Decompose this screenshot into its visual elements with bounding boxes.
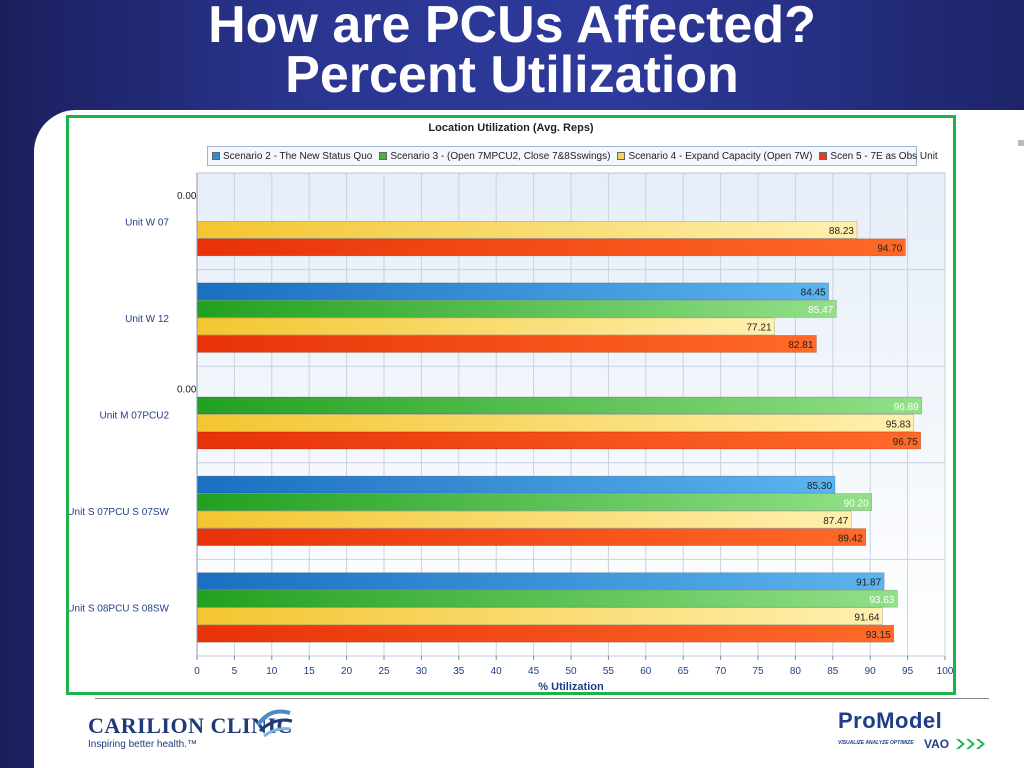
bar-value-label: 82.81 [788, 340, 813, 351]
carilion-logo: CARILION CLINIC Inspiring better health.… [88, 705, 298, 755]
legend-label: Scenario 4 - Expand Capacity (Open 7W) [628, 150, 813, 162]
x-tick-label: 30 [416, 666, 428, 677]
x-tick-label: 45 [528, 666, 540, 677]
x-tick-label: 60 [640, 666, 652, 677]
promodel-tagline: VISUALIZE ANALYZE OPTIMIZE [838, 740, 914, 746]
slide-edge-mark [1018, 140, 1024, 146]
bar-value-label: 94.70 [877, 244, 902, 255]
slide-title: How are PCUs Affected? Percent Utilizati… [0, 0, 1024, 104]
bar-value-label: 0.00 [177, 384, 197, 395]
bar [196, 475, 836, 494]
bar-value-label: 85.47 [808, 305, 833, 316]
legend-swatch [212, 152, 220, 160]
x-tick-label: 90 [865, 666, 877, 677]
legend-item[interactable]: Scenario 3 - (Open 7MPCU2, Close 7&8Sswi… [379, 151, 610, 162]
x-tick-label: 35 [453, 666, 465, 677]
x-tick-label: 40 [491, 666, 503, 677]
bar-value-label: 91.64 [854, 612, 879, 623]
x-tick-label: 70 [715, 666, 727, 677]
x-tick-label: 50 [565, 666, 577, 677]
bar-value-label: 77.21 [746, 323, 771, 334]
category-label: Unit W 07 [125, 217, 169, 228]
x-tick-label: 0 [194, 666, 200, 677]
category-label: Unit W 12 [125, 314, 169, 325]
bar-value-label: 89.42 [838, 533, 863, 544]
bar-value-label: 93.15 [866, 630, 891, 641]
bar [196, 414, 915, 432]
chart-title: Location Utilization (Avg. Reps) [428, 122, 594, 134]
title-line-2: Percent Utilization [285, 46, 739, 104]
x-tick-label: 95 [902, 666, 914, 677]
bar [196, 510, 852, 529]
x-axis-label: % Utilization [538, 681, 604, 692]
legend-swatch [819, 152, 828, 160]
bar [196, 589, 898, 608]
bar [196, 300, 837, 318]
bar-value-label: 84.45 [801, 288, 826, 299]
legend-label: Scen 5 - 7E as Obs Unit [830, 150, 938, 162]
bar [196, 528, 867, 546]
bar-value-label: 88.23 [829, 226, 854, 237]
x-tick-label: 10 [266, 666, 278, 677]
bar-value-label: 85.30 [807, 481, 832, 492]
bar-value-label: 96.89 [894, 402, 919, 413]
title-line-1: How are PCUs Affected? [208, 0, 816, 54]
carilion-tagline: Inspiring better health.™ [88, 739, 197, 750]
x-tick-label: 20 [341, 666, 353, 677]
promodel-name: ProModel [838, 708, 943, 733]
legend-item[interactable]: Scen 5 - 7E as Obs Unit [819, 150, 938, 162]
bar [196, 431, 921, 450]
legend-swatch [379, 152, 388, 160]
bar [196, 317, 775, 336]
x-tick-label: 5 [232, 666, 238, 677]
legend-label: Scenario 3 - (Open 7MPCU2, Close 7&8Sswi… [390, 150, 611, 162]
category-label: Unit M 07PCU2 [100, 411, 170, 422]
bar-chart: 0 5 10 15 20 25 30 35 40 45 50 55 60 65 70 75 80 85 90 95 10… [69, 172, 953, 692]
x-tick-label: 25 [378, 666, 390, 677]
bar-value-label: 91.87 [856, 577, 881, 588]
bar [196, 335, 817, 353]
bar-value-label: 0.00 [177, 191, 197, 202]
x-tick-label: 65 [678, 666, 690, 677]
bar-value-label: 95.83 [886, 419, 911, 430]
promodel-vao: VAO [924, 737, 950, 751]
legend-item[interactable]: Scenario 2 - The New Status Quo [212, 151, 372, 162]
legend-label: Scenario 2 - The New Status Quo [223, 150, 373, 162]
chart-frame: Location Utilization (Avg. Reps) Scenari… [66, 115, 956, 695]
legend-swatch [617, 152, 626, 160]
chart-legend: Scenario 2 - The New Status Quo Scenario … [207, 146, 938, 166]
x-tick-label: 15 [304, 666, 316, 677]
x-tick-label: 80 [790, 666, 802, 677]
bar [196, 572, 885, 591]
category-label: Unit S 08PCU S 08SW [69, 604, 170, 615]
category-label: Unit S 07PCU S 07SW [69, 507, 170, 518]
bar [196, 396, 923, 415]
bar-value-label: 87.47 [823, 516, 848, 527]
bar-value-label: 93.63 [869, 595, 894, 606]
bar-value-label: 96.75 [893, 437, 918, 448]
carilion-name: CARILION CLINIC [88, 713, 293, 738]
x-tick-label: 85 [827, 666, 839, 677]
promodel-arrows-icon [956, 739, 985, 749]
carilion-swirl-icon [256, 709, 293, 738]
bar [196, 282, 829, 301]
legend-item[interactable]: Scenario 4 - Expand Capacity (Open 7W) [617, 151, 812, 162]
bar [196, 493, 872, 511]
bar [196, 607, 883, 626]
bar [196, 624, 895, 643]
promodel-logo: ProModel VISUALIZE ANALYZE OPTIMIZE VAO [838, 708, 998, 758]
x-tick-label: 100 [937, 666, 953, 677]
footer-divider [95, 698, 989, 699]
x-tick-label: 75 [752, 666, 764, 677]
x-tick-label: 55 [603, 666, 615, 677]
bar [196, 221, 858, 239]
bar [196, 238, 906, 257]
bar-value-label: 90.20 [844, 498, 869, 509]
